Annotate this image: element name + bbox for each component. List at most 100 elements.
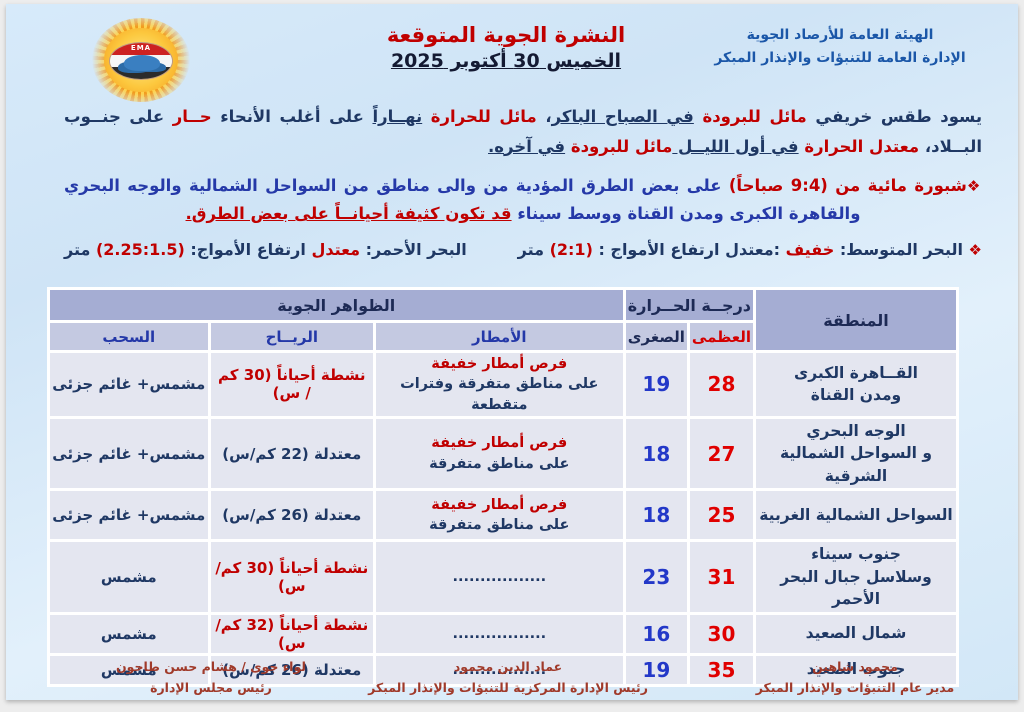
wind-cell: معتدلة (26 كم/س) [210,655,373,684]
text-segment: نهــاراً [372,107,423,126]
rain-cell: ................. [375,655,623,684]
text-segment: معتدل [311,240,361,259]
signature-title: رئيس الإدارة المركزية للتنبؤات والإنذار … [368,680,648,696]
region-cell: القــاهرة الكبرى ومدن القناة [756,353,956,416]
region-cell: جنوب سيناء وسلاسل جبال البحر الأحمر [756,542,956,612]
text-segment: متر [517,240,550,259]
text-segment: في الصباح الباكر [551,107,694,126]
phenomena-column-header: الظواهر الجوية [49,290,623,320]
text-segment: معتدل الحرارة [798,136,920,156]
temp-max-cell: 30 [689,614,753,653]
region-cell: جنوب الصعيد [756,655,956,684]
wind-cell: نشطة أحياناً (32 كم/س) [210,614,373,653]
text-segment: (2:1) [549,240,593,259]
text-segment: يسود طقس خريفي [806,107,983,126]
region-cell: شمال الصعيد [756,614,956,653]
temp-max-cell: 31 [689,542,753,612]
table-header-row-2: العظمى الصغرى الأمطار الريــاح السحب [49,323,956,350]
page-header: الهيئة العامة للأرصاد الجوية الإدارة الع… [6,16,1018,102]
forecast-table-body: القــاهرة الكبرى ومدن القناة 28 19 فرص أمطار… [49,353,956,684]
region-line: وسلاسل جبال البحر الأحمر [780,567,932,609]
temp-min-cell: 23 [625,542,687,612]
rain-cell: ................. [375,614,623,653]
signature-right: محمود شاهين مدير عام التنبؤات والإنذار ا… [740,656,970,699]
table-row: جنوب سيناء وسلاسل جبال البحر الأحمر 31 23..… [49,542,956,612]
temp-min-cell: 18 [625,418,687,489]
text-segment: (2.25:1.5) [95,240,185,259]
clouds-cell: مشمس [49,614,208,653]
text-segment: مائل للبرودة [693,107,807,126]
region-cell: الوجه البحري و السواحل الشمالية الشرقية [756,418,956,489]
rain-line: ................. [452,661,547,678]
bulletin-date: الخميس 30 أكتوبر 2025 [390,50,622,73]
table-row: جنوب الصعيد 35 19................. معتدلة (… [49,655,956,684]
clouds-header: السحب [49,323,208,350]
rain-cell: فرص أمطار خفيفة على مناطق متفرقة [375,491,623,540]
page-title: النشرة الجوية المتوقعة [386,23,626,47]
weather-bulletin-page: الهيئة العامة للأرصاد الجوية الإدارة الع… [6,4,1018,700]
signatures-footer: محمود شاهين مدير عام التنبؤات والإنذار ا… [6,656,1018,700]
signature-title: رئيس مجلس الإدارة [150,680,272,696]
region-line: شمال الصعيد [805,624,907,643]
diamond-bullet-icon: ❖ [968,241,982,259]
temp-min-cell: 19 [625,655,687,684]
text-segment: متر [64,240,96,259]
region-line: السواحل الشمالية الغربية [759,506,953,525]
cloud-icon [124,55,160,71]
text-segment: خفيف [785,240,835,259]
rain-cell: فرص أمطار خفيفة على مناطق متفرقة وفترات م… [375,353,623,416]
wind-header: الريــاح [210,323,373,350]
wind-cell: نشطة أحياناً (30 كم/س) [210,542,373,612]
fog-warning-text: شبورة مائية من (9:4 صباحاً) على بعض الطر… [64,176,967,223]
signature-center: عماد الدين محمود رئيس الإدارة المركزية ل… [298,656,718,699]
temp-max-cell: 28 [689,353,753,416]
diamond-bullet-icon: ❖ [966,177,982,195]
signature-left: لواء جوى / هشام حسن طاحون رئيس مجلس الإد… [61,656,361,699]
signature-name: عماد الدين محمود [453,659,563,674]
text-segment: قد تكون كثيفة أحيانــاً على بعض الطرق. [185,204,512,224]
region-line: القــاهرة الكبرى [794,363,918,382]
bulletin-title-block: النشرة الجوية المتوقعة الخميس 30 أكتوبر … [356,20,656,72]
rain-line: على مناطق متفرقة [429,517,570,534]
text-segment: مائل للحرارة [422,107,537,126]
text-segment: :معتدل [725,240,786,259]
red-sea-state: البحر الأحمر: معتدل ارتفاع الأمواج: (2.2… [64,240,467,259]
text-segment: شبورة مائية من (9:4 صباحاً) [721,176,967,195]
temp-max-cell: 35 [689,655,753,684]
signature-name: محمود شاهين [812,659,898,674]
sea-state-line: ❖ البحر المتوسط: خفيف :معتدل ارتفاع الأم… [64,240,982,259]
text-segment: في أول الليــل [672,136,799,156]
table-row: السواحل الشمالية الغربية 25 18 فرص أمطار خف… [49,491,956,540]
mediterranean-text: البحر المتوسط: خفيف :معتدل ارتفاع الأموا… [518,240,963,259]
text-segment: ارتفاع الأمواج : [592,240,726,259]
table-row: شمال الصعيد 30 16................. نشطة أحي… [49,614,956,653]
wind-cell: معتدلة (26 كم/س) [210,491,373,540]
text-segment: البحر المتوسط: [834,240,963,259]
text-segment: على أغلب الأنحاء [211,107,373,126]
clouds-cell: مشمس [49,655,208,684]
region-line: جنوب سيناء [811,545,901,564]
ema-logo: EMA [92,18,190,102]
organization-name: الهيئة العامة للأرصاد الجوية الإدارة الع… [690,24,990,70]
clouds-cell: مشمس+ غائم جزئى [49,353,208,416]
signature-title: مدير عام التنبؤات والإنذار المبكر [755,680,955,696]
wind-cell: نشطة أحياناً (30 كم / س) [210,353,373,416]
text-segment: على بعض الطرق المؤدية من والى مناطق من ا… [64,176,861,224]
wind-cell: معتدلة (22 كم/س) [210,418,373,489]
rain-line: فرص أمطار خفيفة [431,356,568,372]
rain-line: فرص أمطار خفيفة [431,497,568,513]
clouds-cell: مشمس [49,542,208,612]
text-segment: حــار [164,107,212,126]
text-segment: البحر الأحمر: [360,240,467,259]
text-segment: ارتفاع الأمواج: [184,240,312,259]
region-line: جنوب الصعيد [806,660,906,679]
temp-min-cell: 18 [625,491,687,540]
temp-max-cell: 25 [689,491,753,540]
org-line2: الإدارة العامة للتنبؤات والإنذار المبكر [714,50,966,67]
temp-min-cell: 16 [625,614,687,653]
egypt-flag-ellipse: EMA [109,42,173,80]
fog-warning-paragraph: ❖شبورة مائية من (9:4 صباحاً) على بعض الط… [64,172,982,228]
region-cell: السواحل الشمالية الغربية [756,491,956,540]
temp-max-cell: 27 [689,418,753,489]
text-segment: مائل للبرودة [565,136,673,156]
